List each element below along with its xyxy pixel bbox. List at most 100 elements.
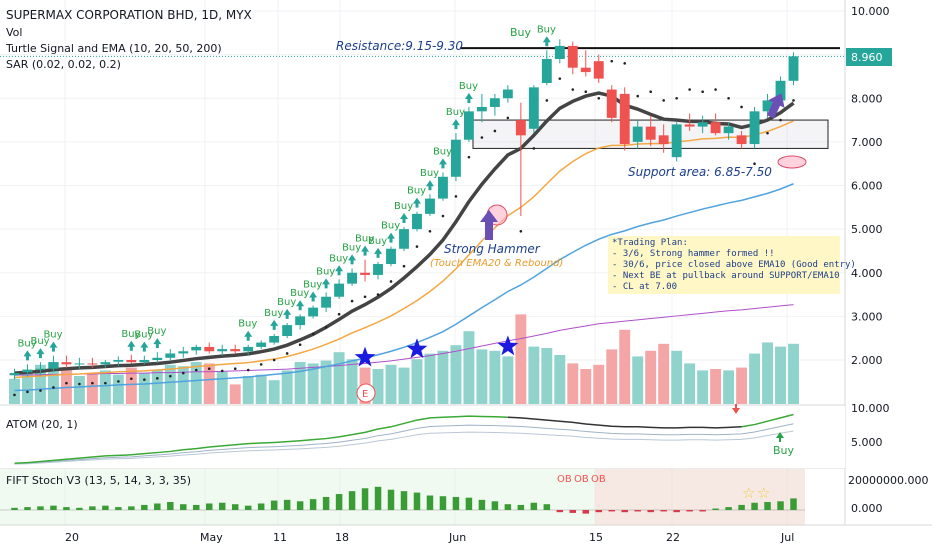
buy-signal-label: Buy — [264, 308, 283, 319]
atom-lines — [14, 413, 794, 465]
sar-dot — [454, 195, 458, 198]
stoch-bar — [50, 505, 57, 510]
stoch-bar — [530, 502, 538, 510]
stoch-bar — [608, 510, 615, 512]
stoch-bar — [102, 505, 109, 510]
stoch-bar — [180, 504, 187, 510]
candle-body — [606, 89, 617, 118]
sar-dot — [363, 295, 367, 299]
volume-bar — [450, 345, 462, 404]
candle-body — [282, 325, 293, 337]
sar-dot — [156, 377, 159, 380]
stoch-bar — [400, 491, 408, 510]
candle-body — [775, 80, 786, 101]
stoch-bar — [790, 498, 797, 510]
candle-body — [139, 360, 150, 363]
candle-body — [762, 100, 773, 112]
atom-line — [14, 415, 508, 464]
candle-body — [502, 89, 513, 99]
stoch-bar — [206, 503, 213, 510]
buy-signal-label: Buy — [537, 24, 556, 35]
sar-dot — [532, 147, 536, 150]
volume-bar — [281, 370, 293, 404]
support-label: Support area: 6.85-7.50 — [628, 165, 772, 179]
stoch-bar — [491, 501, 499, 510]
candle-body — [295, 316, 306, 326]
stoch-bar — [257, 503, 265, 510]
plan-line-3: - Next BE at pullback around SUPPORT/EMA… — [612, 271, 840, 281]
candle-body — [22, 369, 33, 373]
volume-bar — [164, 364, 176, 404]
buy-signal-label: Buy — [342, 242, 361, 253]
candle-body — [9, 373, 20, 376]
buy-arrow-icon — [361, 245, 370, 256]
price-axis: 10.0009.0008.0007.0006.0005.0004.0003.00… — [851, 5, 890, 367]
sar-dot — [649, 90, 652, 94]
volume-star-icon — [497, 335, 519, 356]
buy-arrow-icon — [335, 265, 344, 276]
date-tick: Jun — [448, 531, 466, 544]
stoch-bar — [751, 502, 758, 510]
volume-bar — [515, 314, 527, 404]
volume-bar — [398, 367, 410, 404]
sar-flip-ellipse — [777, 155, 807, 169]
buy-arrow-icon — [127, 340, 136, 351]
sar-dot — [324, 325, 328, 329]
volume-bar — [736, 367, 748, 404]
sar-dot — [311, 332, 315, 336]
sar-dot — [194, 368, 198, 372]
buy-signal-label: Buy — [147, 326, 166, 337]
volume-bar — [333, 352, 345, 404]
candle-body — [74, 363, 85, 365]
buy-signal-label: Buy — [394, 201, 413, 212]
sar-dot — [52, 386, 55, 389]
ob-label-2: OB — [574, 474, 589, 485]
candle-body — [113, 360, 124, 362]
stoch-bar — [11, 507, 18, 510]
candle-body — [191, 346, 202, 351]
sar-dots — [13, 59, 795, 397]
buy-arrow-icon — [542, 36, 551, 47]
buy-arrow-icon — [270, 319, 279, 330]
sar-dot — [558, 77, 562, 80]
candle-body — [438, 176, 448, 199]
stoch-bar — [218, 502, 226, 510]
earnings-event-label: E — [362, 389, 368, 400]
volume-bar — [723, 370, 735, 404]
candle-body — [152, 357, 163, 360]
atom-tick-10: 10.000 — [851, 402, 890, 415]
candle-body — [178, 351, 189, 354]
sar-dot — [143, 378, 146, 381]
plan-line-4: - CL at 7.00 — [612, 282, 677, 292]
candle-body — [451, 139, 461, 177]
earnings-event-icon[interactable] — [356, 383, 376, 403]
stoch-star-icon: ☆ — [742, 484, 755, 502]
candle-body — [399, 229, 409, 249]
stoch-bar — [24, 507, 31, 510]
sar-dot — [117, 380, 120, 383]
candle-body — [632, 126, 643, 142]
candle-body — [528, 87, 539, 129]
candle-body — [723, 126, 734, 134]
volume-bar — [22, 370, 33, 404]
volume-bar — [541, 348, 553, 404]
sar-dot — [402, 264, 406, 268]
volume-bar — [99, 370, 111, 404]
volume-bar — [125, 367, 137, 404]
candle-body — [243, 346, 254, 352]
sar-dot — [441, 214, 445, 218]
candle-body — [788, 56, 799, 81]
atom-tick-5: 5.000 — [851, 436, 883, 449]
stoch-bar — [335, 494, 343, 510]
buy-signal-label: Buy — [446, 107, 465, 118]
price-tick: 8.000 — [851, 92, 883, 105]
atom-line — [507, 416, 742, 429]
volume-bar — [320, 360, 332, 404]
candle-body — [736, 135, 747, 145]
candle-body — [412, 213, 422, 230]
sar-dot — [285, 352, 289, 355]
sar-dot — [415, 245, 419, 248]
price-tick: 3.000 — [851, 310, 883, 323]
